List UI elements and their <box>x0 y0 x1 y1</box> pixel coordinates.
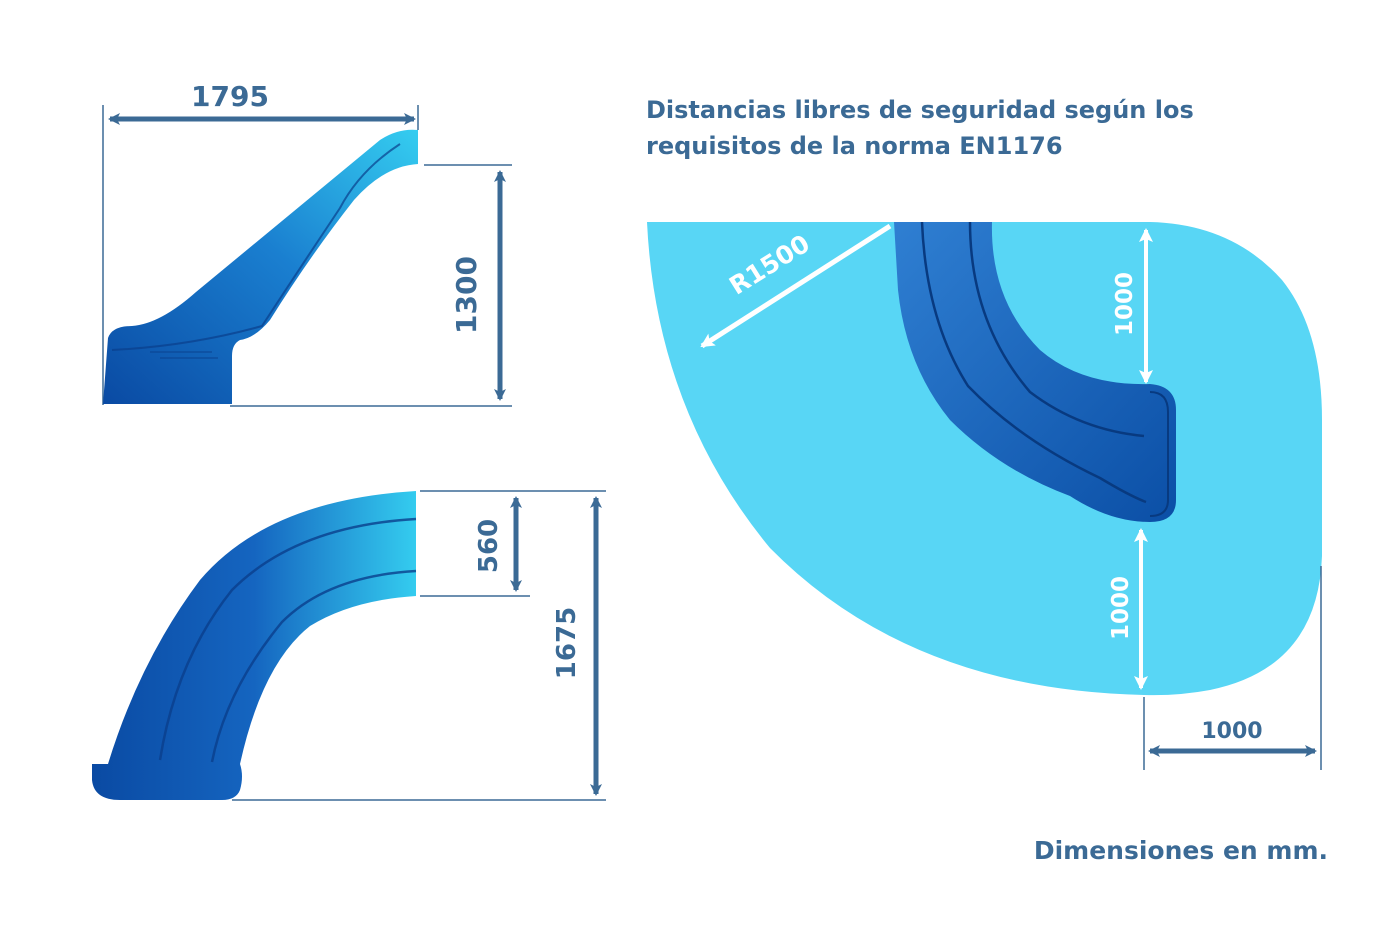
safety-zone-clearance-top-label: 1000 <box>1112 272 1138 336</box>
units-footnote: Dimensiones en mm. <box>1033 836 1328 865</box>
safety-zone-slide-lane-1 <box>920 221 1147 504</box>
plan-view-depth-label: 1675 <box>552 607 582 679</box>
side-view-slide-shape <box>103 129 418 404</box>
safety-zone-clearance-side-label: 1000 <box>1201 719 1262 744</box>
side-view: 1795 1300 <box>102 80 512 407</box>
safety-zone: R1500 1000 1000 1000 <box>647 221 1322 770</box>
safety-heading-line-1: Distancias libres de seguridad según los <box>646 96 1194 124</box>
safety-heading: Distancias libres de seguridad según los… <box>646 92 1206 164</box>
safety-zone-slide-exit <box>1149 391 1169 517</box>
plan-view-slide-shape <box>92 491 416 800</box>
safety-zone-slide-lane-2 <box>968 221 1145 438</box>
safety-zone-area <box>647 222 1322 696</box>
safety-heading-line-2: requisitos de la norma EN1176 <box>646 132 1063 160</box>
safety-zone-clearance-bottom-label: 1000 <box>1108 576 1134 640</box>
safety-zone-radius-arrow <box>700 223 892 349</box>
side-view-slide-groove <box>150 351 218 359</box>
plan-view: 560 1675 <box>92 490 606 801</box>
plan-view-width-inner-label: 560 <box>474 519 504 573</box>
plan-view-slide-lane-2 <box>210 569 417 763</box>
side-view-height-label: 1300 <box>450 256 483 334</box>
safety-zone-slide-shape <box>894 222 1176 522</box>
plan-view-slide-lane-1 <box>158 517 417 761</box>
side-view-width-label: 1795 <box>191 80 269 113</box>
side-view-slide-edge <box>111 143 401 351</box>
